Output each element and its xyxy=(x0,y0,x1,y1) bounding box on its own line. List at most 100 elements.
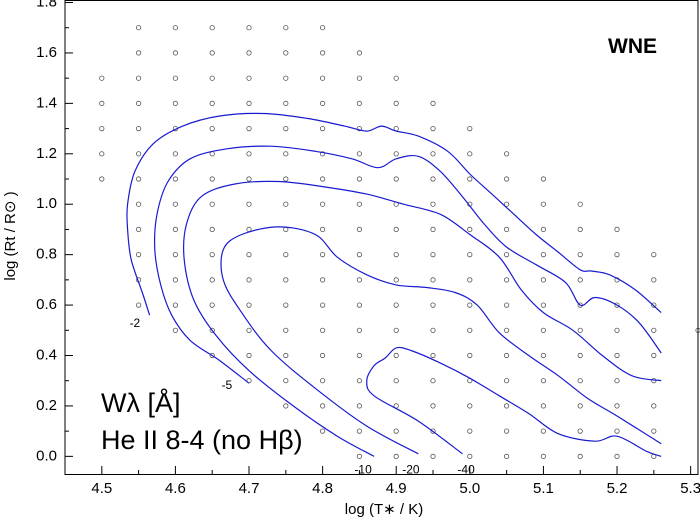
grid-point xyxy=(503,226,510,232)
y-tick-label: 0.4 xyxy=(36,346,57,363)
y-tick-label: 0.0 xyxy=(36,447,57,464)
grid-point xyxy=(467,302,473,308)
grid-point xyxy=(503,403,510,409)
x-axis-ticks: 4.5 4.6 4.7 4.8 4.9 5.0 5.1 5.2 5.3 xyxy=(91,466,700,497)
contour-line xyxy=(183,180,662,457)
grid-point xyxy=(136,201,142,207)
grid-point xyxy=(246,75,252,81)
x-tick-label: 4.8 xyxy=(312,480,333,497)
grid-point xyxy=(614,428,620,434)
grid-point xyxy=(430,226,436,232)
grid-point xyxy=(209,302,215,308)
grid-point xyxy=(246,252,252,258)
model-grid-points xyxy=(99,25,700,459)
grid-point xyxy=(430,428,436,434)
grid-point xyxy=(503,201,510,207)
grid-point xyxy=(246,277,252,283)
contour-labels: -2 -5 -10 -20 -40 xyxy=(130,316,476,476)
grid-point xyxy=(540,277,547,283)
grid-point xyxy=(393,378,399,384)
grid-point xyxy=(283,403,289,409)
grid-point xyxy=(430,277,436,283)
grid-point xyxy=(467,226,473,232)
grid-point xyxy=(246,151,252,157)
grid-point xyxy=(577,201,583,207)
grid-point xyxy=(319,201,326,207)
grid-point xyxy=(503,327,510,333)
grid-point xyxy=(356,277,362,283)
grid-point xyxy=(246,327,252,333)
grid-point xyxy=(540,327,547,333)
grid-point xyxy=(430,201,436,207)
grid-point xyxy=(319,403,326,409)
grid-point xyxy=(172,151,178,157)
grid-point xyxy=(172,277,178,283)
grid-point xyxy=(283,201,289,207)
y-tick-label: 1.6 xyxy=(36,44,57,61)
grid-point xyxy=(393,176,399,182)
grid-point xyxy=(430,403,436,409)
grid-point xyxy=(540,302,547,308)
grid-point xyxy=(356,226,362,232)
grid-point xyxy=(99,176,105,182)
grid-point xyxy=(172,25,178,31)
grid-point xyxy=(430,352,436,359)
grid-point xyxy=(540,453,547,459)
grid-point xyxy=(503,151,510,157)
grid-point xyxy=(246,100,252,107)
grid-point xyxy=(172,75,178,81)
grid-point xyxy=(356,302,362,308)
grid-point xyxy=(356,378,362,384)
grid-point xyxy=(319,302,326,308)
grid-point xyxy=(577,378,583,384)
grid-point xyxy=(503,453,510,459)
grid-point xyxy=(319,126,326,132)
grid-point xyxy=(209,50,215,56)
grid-point xyxy=(651,302,657,308)
grid-point xyxy=(356,403,362,409)
contour-label: -10 xyxy=(354,462,372,476)
grid-point xyxy=(467,151,473,157)
grid-point xyxy=(467,126,473,132)
annotation-line-name: He II 8-4 (no Hβ) xyxy=(101,425,303,455)
grid-point xyxy=(503,428,510,434)
grid-point xyxy=(319,378,326,384)
grid-point xyxy=(393,277,399,283)
grid-point xyxy=(209,226,215,232)
x-tick-label: 4.9 xyxy=(386,480,407,497)
grid-point xyxy=(209,126,215,132)
grid-point xyxy=(283,50,289,56)
contour-line xyxy=(153,145,662,384)
grid-point xyxy=(614,453,620,459)
grid-point xyxy=(283,75,289,81)
y-tick-label: 0.2 xyxy=(36,397,57,414)
contour-line xyxy=(366,346,662,457)
grid-point xyxy=(577,428,583,434)
grid-point xyxy=(246,201,252,207)
grid-point xyxy=(136,75,142,81)
grid-point xyxy=(246,126,252,132)
grid-point xyxy=(319,50,326,56)
y-tick-label: 0.6 xyxy=(36,296,57,313)
grid-point xyxy=(614,403,620,409)
grid-point xyxy=(467,352,473,359)
grid-point xyxy=(577,352,583,359)
grid-point xyxy=(503,352,510,359)
grid-point xyxy=(209,100,215,107)
grid-point xyxy=(430,126,436,132)
y-axis-label: log (Rt / R⊙ ) xyxy=(2,191,19,280)
grid-point xyxy=(246,176,252,182)
grid-point xyxy=(209,25,215,31)
grid-point xyxy=(99,75,105,81)
grid-point xyxy=(540,201,547,207)
contour-label: -20 xyxy=(402,462,420,476)
grid-point xyxy=(430,327,436,333)
grid-point xyxy=(467,176,473,182)
contour-label: -40 xyxy=(457,462,475,476)
contour-lines xyxy=(126,112,662,457)
grid-point xyxy=(430,176,436,182)
grid-point xyxy=(430,252,436,258)
grid-point xyxy=(136,176,142,182)
grid-point xyxy=(503,302,510,308)
contour-label: -5 xyxy=(222,378,233,392)
